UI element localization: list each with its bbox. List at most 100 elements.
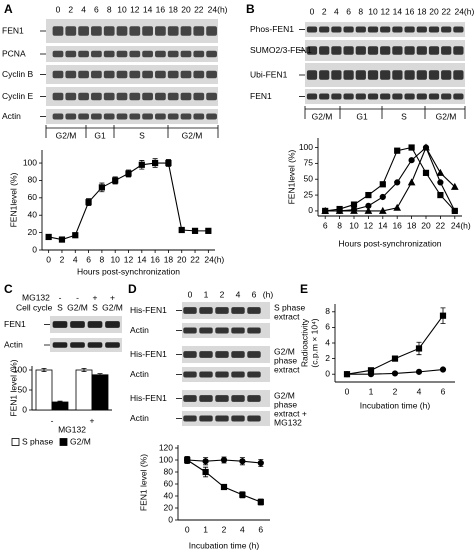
blot-band [428, 26, 440, 33]
blot-band [91, 26, 102, 36]
marker [393, 203, 402, 211]
blot-band [392, 26, 403, 33]
blot-band [306, 93, 318, 100]
cell-cycle-label: Cell cycle [16, 302, 53, 312]
blot-band [167, 26, 179, 36]
blot-band [199, 307, 213, 314]
row-label: FEN1 [4, 319, 26, 329]
blot-band [52, 70, 64, 79]
blot-band [319, 70, 330, 80]
x-tick-label: 6 [258, 524, 263, 534]
marker [178, 226, 185, 234]
blot-band [199, 395, 213, 402]
blot-strip [50, 316, 122, 333]
x-tick-label: 8 [337, 220, 342, 230]
lane-label: 22 [441, 6, 451, 16]
blot-band [247, 415, 261, 422]
marker [165, 159, 172, 167]
blot-band [206, 50, 217, 58]
y-tick-label: 0 [168, 514, 173, 524]
row-label: Phos-FEN1 [250, 24, 294, 34]
blot-band [380, 46, 391, 55]
blot-band [306, 70, 318, 80]
row-label: His-FEN1 [130, 305, 167, 315]
blot-band [441, 46, 452, 55]
marker [112, 177, 119, 184]
panel-letter: A [4, 2, 13, 16]
treatment-sign: - [59, 292, 62, 302]
marker [152, 159, 159, 167]
marker [379, 193, 386, 201]
marker [415, 368, 423, 375]
blot-band [231, 395, 245, 402]
marker [220, 456, 228, 464]
lane-label: 20 [429, 6, 439, 16]
lane-label: 0 [56, 4, 61, 14]
lane-label: 16 [156, 4, 166, 14]
blot-band [215, 327, 229, 334]
blot-band [331, 70, 342, 80]
lane-label: 20 [181, 4, 191, 14]
lane-label: 10 [117, 4, 127, 14]
marker [72, 232, 79, 239]
blot-band [343, 46, 354, 55]
marker [378, 206, 387, 214]
blot-band [404, 46, 415, 55]
x-tick-label: 1 [203, 524, 208, 534]
blot-band [355, 93, 366, 100]
blot-band [319, 26, 330, 33]
blot-band [380, 26, 391, 33]
blot-band [392, 46, 403, 55]
blot-band [142, 113, 153, 120]
x-tick-label: 16 [392, 220, 402, 230]
blot-band [355, 46, 366, 55]
blot-band [129, 113, 141, 120]
lane-label: 10 [368, 6, 378, 16]
phase-label: S [139, 130, 145, 140]
x-tick-label: 18 [407, 220, 417, 230]
marker [202, 468, 209, 476]
row-label: Actin [130, 413, 149, 423]
x-tick-label: 20 [177, 254, 187, 264]
marker [138, 161, 145, 168]
blot-band [199, 327, 213, 334]
blot-band [367, 93, 379, 100]
series-line [325, 146, 456, 212]
lane-label: 24(h) [208, 4, 228, 14]
blot-band [180, 70, 192, 79]
marker [436, 168, 445, 176]
y-tick-label: 8 [325, 306, 330, 316]
marker [437, 191, 444, 199]
blot-band [247, 351, 261, 358]
x-axis-label: Hours post-synchronization [77, 266, 180, 276]
blot-band [52, 92, 64, 101]
marker [239, 458, 246, 465]
row-label: His-FEN1 [130, 349, 167, 359]
blot-band [193, 50, 205, 58]
blot-band [155, 92, 166, 101]
x-tick-label: 8 [100, 254, 105, 264]
treatment-sign: - [76, 292, 79, 302]
blot-band [103, 26, 115, 36]
blot-band [215, 307, 229, 314]
blot-band [116, 50, 128, 58]
blot-band [167, 92, 179, 101]
blot-band [180, 113, 192, 120]
blot-band [416, 93, 427, 100]
lane-label: 16 [405, 6, 415, 16]
y-tick-label: 80 [28, 175, 38, 185]
blot-band [52, 50, 64, 58]
x-tick-label: + [90, 415, 95, 425]
blot-band [367, 26, 379, 33]
blot-band [428, 70, 440, 80]
blot-band [343, 26, 354, 33]
blot-band [65, 92, 77, 101]
x-tick-label: 4 [417, 386, 422, 396]
blot-band [331, 93, 342, 100]
blot-band [91, 92, 102, 101]
blot-band [65, 26, 77, 36]
blot-band [319, 46, 330, 55]
y-axis-label: (c.p.m × 10⁴) [309, 318, 319, 367]
blot-band [155, 50, 166, 58]
group-label: phase [274, 399, 297, 409]
